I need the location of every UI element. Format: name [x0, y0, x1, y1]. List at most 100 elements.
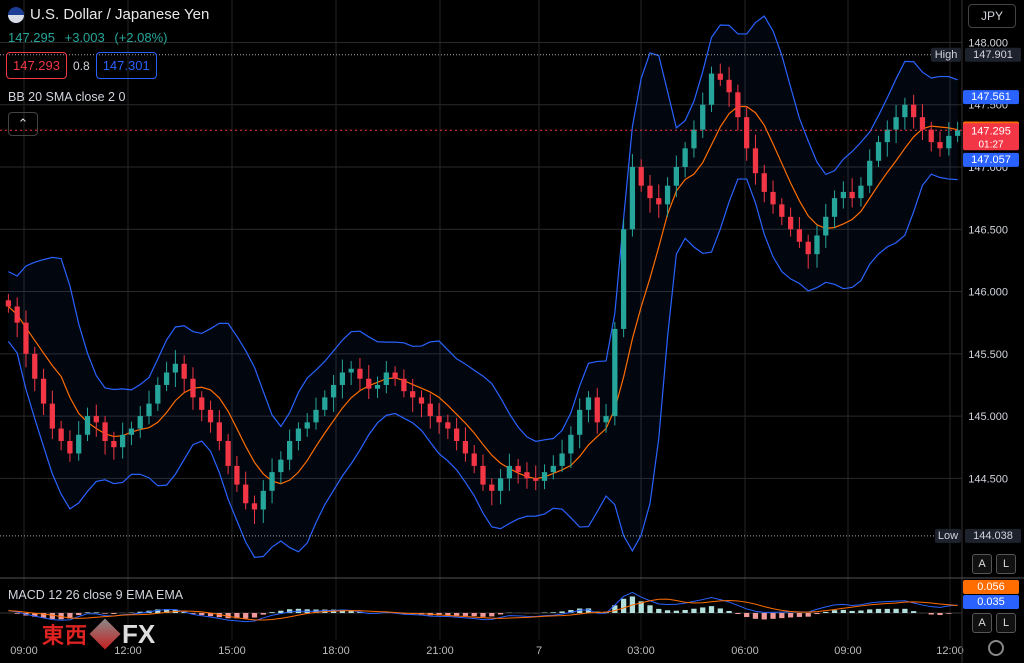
bb-lower-tag: 147.057	[971, 154, 1011, 166]
macd-hist-bar	[664, 610, 671, 613]
candle-body	[111, 441, 117, 448]
macd-hist-bar	[287, 609, 293, 613]
macd-hist-bar	[339, 609, 346, 613]
candle-body	[76, 434, 82, 454]
candle-body	[120, 434, 126, 448]
macd-hist-bar	[796, 613, 803, 617]
macd-hist-bar	[612, 605, 618, 613]
macd-auto-scale-button[interactable]: A	[972, 613, 992, 633]
macd-hist-bar	[225, 613, 231, 619]
candle-body	[462, 441, 469, 454]
logo-fx: FX	[122, 618, 156, 649]
macd-hist-bar	[717, 608, 723, 613]
macd-hist-bar	[647, 605, 653, 613]
macd-hist-bar	[14, 613, 20, 614]
macd-hist-bar	[550, 612, 556, 613]
high-value-tag: 147.901	[973, 49, 1013, 61]
candle-body	[49, 403, 55, 429]
bid-ask-panel: 147.293 0.8 147.301	[6, 52, 157, 79]
candle-body	[594, 397, 600, 423]
settings-gear-icon[interactable]	[988, 640, 1004, 656]
candle-body	[23, 322, 29, 354]
candle-body	[471, 453, 477, 466]
buy-button[interactable]: 147.301	[95, 52, 157, 79]
candle-body	[779, 204, 785, 217]
candle-body	[216, 422, 222, 441]
macd-hist-bar	[58, 613, 64, 620]
price-change: +3.003	[64, 30, 105, 45]
symbol-header: U.S. Dollar / Japanese Yen	[8, 6, 209, 23]
logo-diamond-icon	[89, 618, 121, 650]
candle-body	[954, 130, 961, 136]
bb-upper-tag-bg	[963, 90, 1019, 105]
macd-hist-bar	[497, 613, 504, 615]
macd-log-scale-button[interactable]: L	[996, 613, 1016, 633]
macd-hist-bar	[770, 613, 776, 619]
bb-upper-band	[8, 15, 958, 442]
last-price: 147.295	[8, 30, 55, 45]
symbol-title[interactable]: U.S. Dollar / Japanese Yen	[30, 6, 210, 23]
macd-hist-bar	[805, 613, 811, 617]
candle-body	[568, 434, 574, 454]
auto-scale-button[interactable]: A	[972, 554, 992, 574]
candle-body	[497, 478, 504, 491]
collapse-indicators-button[interactable]: ⌃	[8, 112, 38, 136]
candle-body	[348, 368, 354, 373]
candle-body	[40, 378, 47, 404]
candle-body	[585, 397, 592, 410]
candle-body	[577, 409, 583, 435]
bb-indicator-label[interactable]: BB 20 SMA close 2 0	[8, 90, 126, 104]
macd-hist-bar	[559, 611, 565, 613]
x-tick-label: 03:00	[627, 645, 655, 657]
macd-hist-bar	[269, 612, 275, 613]
candle-body	[735, 92, 741, 118]
candle-body	[638, 167, 644, 186]
log-scale-button[interactable]: L	[996, 554, 1016, 574]
candle-body	[234, 465, 240, 485]
x-tick-label: 15:00	[218, 645, 246, 657]
macd-hist-bar	[251, 613, 258, 618]
candle-body	[392, 372, 398, 379]
candle-body	[260, 490, 266, 510]
candle-body	[155, 384, 161, 404]
price-change-pct: (+2.08%)	[114, 30, 168, 45]
low-value-tag: 144.038	[973, 530, 1013, 542]
candle-body	[682, 148, 688, 167]
candle-body	[814, 235, 820, 255]
logo-kanji: 東西	[42, 623, 89, 648]
x-tick-label: 06:00	[731, 645, 759, 657]
candle-body	[295, 428, 302, 441]
candle-body	[199, 397, 205, 410]
candle-body	[559, 453, 565, 466]
candle-body	[875, 142, 882, 161]
last-price-tag-bg	[963, 123, 1019, 151]
candle-body	[761, 173, 767, 192]
candle-body	[849, 191, 855, 199]
candle-body	[190, 378, 196, 398]
macd-hist-bar	[93, 612, 99, 613]
x-tick-label: 12:00	[114, 645, 142, 657]
macd-hist-bar	[620, 598, 627, 613]
macd-hist-bar	[436, 613, 442, 616]
candle-body	[84, 416, 91, 435]
macd-hist-bar	[893, 608, 899, 613]
sell-button[interactable]: 147.293	[6, 52, 67, 79]
candle-body	[401, 378, 407, 392]
candle-body	[700, 104, 706, 130]
candle-body	[93, 416, 99, 423]
macd-hist-bar	[937, 613, 943, 616]
candle-body	[550, 465, 556, 473]
x-tick-label: 09:00	[10, 645, 38, 657]
macd-indicator-label[interactable]: MACD 12 26 close 9 EMA EMA	[8, 588, 184, 602]
macd-hist-bar	[260, 613, 266, 615]
macd-hist-bar	[278, 610, 284, 613]
candle-body	[946, 135, 952, 149]
currency-selector[interactable]: JPY	[968, 4, 1016, 28]
candle-body	[383, 372, 389, 385]
candle-body	[313, 409, 319, 423]
macd-hist-bar	[32, 613, 38, 617]
candle-body	[67, 441, 73, 454]
quote-line: 147.295 +3.003 (+2.08%)	[8, 30, 174, 45]
macd-hist-bar	[787, 613, 794, 618]
